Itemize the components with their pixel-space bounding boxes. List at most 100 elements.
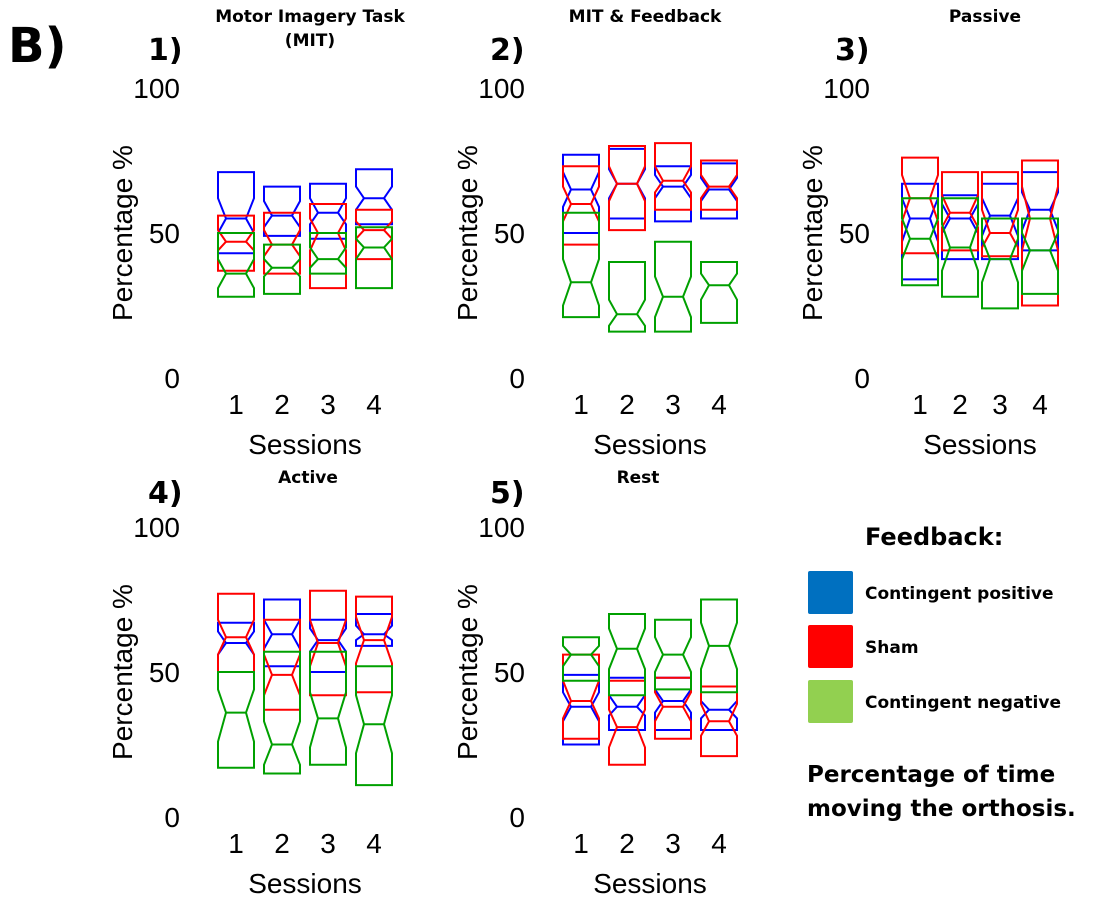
box-sham-session-4	[700, 159, 738, 211]
legend-item-contingent-negative: Contingent negative	[808, 680, 1061, 723]
x-axis-label: Sessions	[248, 868, 362, 899]
y-tick-label: 100	[478, 73, 525, 104]
x-tick-label: 4	[711, 389, 727, 420]
caption-line-2: moving the orthosis.	[807, 796, 1076, 822]
box-sham-session-2	[941, 171, 979, 252]
box-contingent-negative-session-2	[608, 613, 646, 697]
caption-line-1: Percentage of time	[807, 762, 1055, 788]
box-sham-session-2	[608, 145, 646, 232]
panel-title: Rest	[617, 468, 660, 488]
x-tick-label: 2	[619, 828, 635, 859]
box-contingent-negative-session-4	[1021, 217, 1059, 295]
box-contingent-negative-session-2	[263, 243, 301, 295]
x-tick-label: 1	[912, 389, 928, 420]
box-contingent-negative-session-1	[562, 636, 600, 682]
panel-title: Active	[278, 468, 338, 488]
x-tick-label: 1	[573, 389, 589, 420]
x-tick-label: 4	[366, 389, 382, 420]
box-sham-session-3	[981, 171, 1019, 258]
panel-number: 3)	[835, 33, 870, 68]
legend-swatch-contingent-positive	[808, 571, 853, 614]
legend: Feedback: Contingent positive Sham Conti…	[807, 523, 1076, 822]
x-tick-label: 4	[366, 828, 382, 859]
box-contingent-negative-session-2	[608, 261, 646, 333]
box-contingent-negative-session-3	[309, 232, 347, 275]
y-tick-label: 0	[164, 802, 180, 833]
x-axis-label: Sessions	[593, 868, 707, 899]
y-tick-label: 0	[164, 363, 180, 394]
y-tick-label: 100	[133, 73, 180, 104]
x-tick-label: 1	[228, 828, 244, 859]
x-tick-label: 3	[992, 389, 1008, 420]
box-contingent-negative-session-2	[263, 650, 301, 775]
box-sham-session-2	[263, 618, 301, 711]
box-contingent-negative-session-1	[217, 232, 255, 298]
y-tick-label: 0	[854, 363, 870, 394]
x-tick-label: 2	[952, 389, 968, 420]
figure-label: B)	[8, 18, 67, 74]
x-tick-label: 3	[320, 389, 336, 420]
y-axis-label: Percentage %	[107, 584, 138, 760]
box-sham-session-2	[608, 679, 646, 766]
x-tick-label: 2	[274, 389, 290, 420]
box-contingent-negative-session-3	[654, 240, 692, 333]
panels: 1)Motor Imagery Task(MIT)050100Percentag…	[107, 7, 1059, 899]
x-axis-label: Sessions	[923, 429, 1037, 460]
box-contingent-positive-session-3	[654, 165, 692, 223]
y-tick-label: 50	[494, 218, 525, 249]
y-tick-label: 0	[509, 802, 525, 833]
box-sham-session-1	[901, 156, 939, 255]
box-contingent-positive-session-1	[562, 673, 600, 746]
y-tick-label: 50	[149, 218, 180, 249]
x-tick-label: 4	[1032, 389, 1048, 420]
box-sham-session-4	[1021, 159, 1059, 307]
box-contingent-positive-session-3	[309, 618, 347, 673]
y-tick-label: 100	[478, 512, 525, 543]
box-contingent-negative-session-1	[217, 671, 255, 769]
x-tick-label: 1	[228, 389, 244, 420]
panel-title: MIT & Feedback	[569, 7, 722, 27]
x-tick-label: 2	[619, 389, 635, 420]
legend-swatch-sham	[808, 625, 853, 668]
panel-number: 4)	[148, 476, 183, 511]
panel-2: 2) MIT & Feedback 0 50 100 Percentage % 1 2 3 4Se…	[452, 7, 738, 460]
x-tick-label: 1	[573, 828, 589, 859]
panel-number: 1)	[148, 33, 183, 68]
x-axis-label: Sessions	[593, 429, 707, 460]
x-axis-label: Sessions	[248, 429, 362, 460]
y-tick-label: 50	[494, 657, 525, 688]
box-contingent-positive-session-4	[355, 168, 393, 226]
y-axis-label: Percentage %	[452, 145, 483, 321]
box-contingent-negative-session-4	[700, 261, 738, 324]
box-sham-session-1	[217, 592, 255, 673]
legend-item-sham: Sham	[808, 625, 919, 668]
legend-label-sham: Sham	[865, 638, 919, 658]
y-tick-label: 50	[149, 657, 180, 688]
box-contingent-negative-session-3	[309, 650, 347, 766]
box-contingent-positive-session-3	[981, 182, 1019, 261]
box-sham-session-4	[700, 685, 738, 758]
y-tick-label: 0	[509, 363, 525, 394]
x-tick-label: 2	[274, 828, 290, 859]
box-sham-session-3	[654, 142, 692, 211]
legend-label-contingent-negative: Contingent negative	[865, 693, 1061, 713]
legend-label-contingent-positive: Contingent positive	[865, 584, 1054, 604]
box-contingent-negative-session-1	[562, 211, 600, 319]
x-tick-label: 3	[665, 389, 681, 420]
box-sham-session-2	[263, 211, 301, 275]
legend-swatch-contingent-negative	[808, 680, 853, 723]
x-tick-label: 4	[711, 828, 727, 859]
legend-title: Feedback:	[865, 523, 1003, 551]
panel-title: Motor Imagery Task	[215, 7, 405, 27]
panel-number: 2)	[490, 33, 525, 68]
box-contingent-negative-session-3	[654, 618, 692, 691]
box-contingent-positive-session-2	[263, 185, 301, 237]
box-contingent-positive-session-3	[309, 182, 347, 240]
box-contingent-negative-session-4	[355, 226, 393, 290]
box-contingent-negative-session-1	[901, 197, 939, 287]
box-contingent-negative-session-3	[981, 217, 1019, 310]
x-tick-label: 3	[665, 828, 681, 859]
